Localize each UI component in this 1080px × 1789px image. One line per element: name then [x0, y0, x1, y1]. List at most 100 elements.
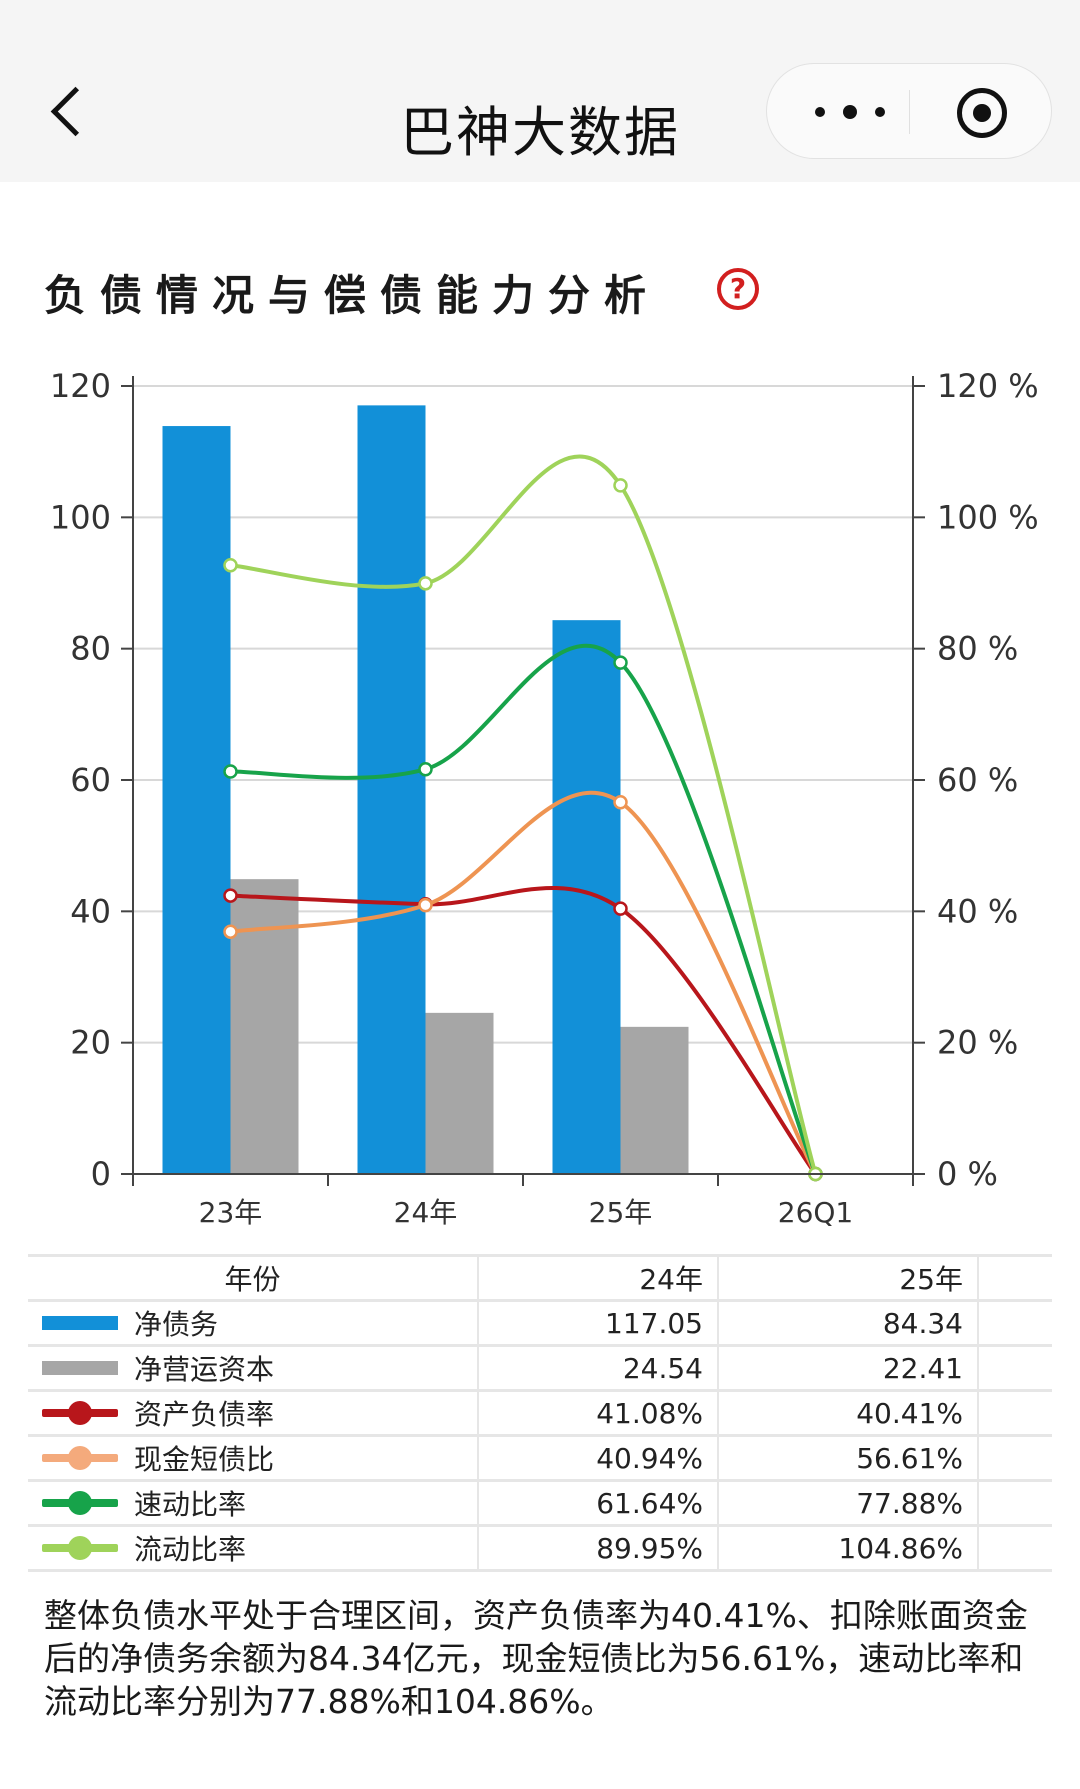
table-header-row: 年份 24年 25年: [28, 1254, 1052, 1302]
table-row: 现金短债比 40.94% 56.61%: [28, 1435, 1052, 1482]
table-row: 净债务 117.05 84.34: [28, 1300, 1052, 1347]
row-value-24: 89.95%: [478, 1525, 719, 1572]
row-pad: [978, 1435, 1052, 1482]
table-row: 流动比率 89.95% 104.86%: [28, 1525, 1052, 1572]
row-name-cell: 流动比率: [28, 1525, 479, 1572]
row-pad: [978, 1390, 1052, 1437]
y-right-tick-label: 40 %: [937, 892, 1018, 930]
y-right-tick-label: 0 %: [937, 1155, 998, 1193]
y-left-tick-label: 80: [70, 630, 111, 668]
y-right-tick-label: 80 %: [937, 630, 1018, 668]
series-line: [230, 886, 818, 1176]
series-line: [230, 454, 818, 1175]
mini-program-capsule: [766, 63, 1052, 159]
series-point: [223, 764, 238, 779]
nav-bar: 巴神大数据: [0, 16, 1080, 182]
series-point: [613, 655, 628, 670]
legend-swatch: [42, 1316, 118, 1330]
row-name-cell: 资产负债率: [28, 1390, 479, 1437]
row-value-25: 104.86%: [718, 1525, 979, 1572]
y-left-tick-label: 20: [70, 1024, 111, 1062]
row-value-24: 61.64%: [478, 1480, 719, 1527]
series-point: [223, 888, 238, 903]
series-point: [223, 924, 238, 939]
table-header-pad: [978, 1254, 1052, 1302]
row-value-24: 117.05: [478, 1300, 719, 1347]
y-right-tick-label: 120 %: [937, 367, 1039, 405]
y-left-tick-label: 120: [50, 367, 111, 405]
series-line: [230, 643, 818, 1175]
row-value-25: 77.88%: [718, 1480, 979, 1527]
series-point: [418, 897, 433, 913]
row-value-25: 40.41%: [718, 1390, 979, 1437]
table-header-col1: 24年: [478, 1254, 719, 1302]
row-value-25: 56.61%: [718, 1435, 979, 1482]
y-right-tick-label: 100 %: [937, 498, 1039, 536]
chart-lines: [223, 454, 823, 1182]
y-right-tick-label: 60 %: [937, 761, 1018, 799]
x-tick-label: 24年: [394, 1196, 458, 1229]
series-point: [223, 558, 238, 573]
bar: [230, 879, 299, 1174]
help-icon[interactable]: ?: [717, 268, 759, 310]
bar: [620, 1026, 689, 1174]
status-bar: [0, 0, 1080, 16]
debt-chart: 0 20 40 60 80 100 120 0 % 20 % 40 % 60 % 80 % 100 % 1…: [50, 367, 1039, 1229]
x-tick-label: 23年: [199, 1196, 263, 1229]
row-value-25: 22.41: [718, 1345, 979, 1392]
table-row: 速动比率 61.64% 77.88%: [28, 1480, 1052, 1527]
y-left-tick-label: 100: [50, 498, 111, 536]
series-point: [418, 761, 433, 777]
series-name: 速动比率: [134, 1488, 247, 1521]
y-left-tick-label: 0: [91, 1155, 111, 1193]
series-name: 净债务: [134, 1308, 219, 1341]
table-header-label: 年份: [28, 1254, 479, 1302]
chart-bars: [162, 405, 689, 1175]
chart-axes: 0 20 40 60 80 100 120 0 % 20 % 40 % 60 % 80 % 100 % 1…: [50, 367, 1039, 1229]
capsule-divider: [909, 90, 910, 134]
summary-text: 整体负债水平处于合理区间，资产负债率为40.41%、扣除账面资金后的净债务余额为…: [44, 1596, 1028, 1721]
series-name: 现金短债比: [134, 1443, 275, 1476]
row-pad: [978, 1300, 1052, 1347]
row-value-24: 24.54: [478, 1345, 719, 1392]
row-value-25: 84.34: [718, 1300, 979, 1347]
y-left-tick-label: 40: [70, 892, 111, 930]
table-row: 净营运资本 24.54 22.41: [28, 1345, 1052, 1392]
series-name: 流动比率: [134, 1533, 247, 1566]
data-table: 年份 24年 25年 净债务 117.05 84.34 净营运资本 24.54 22.41…: [28, 1254, 1052, 1572]
row-name-cell: 净债务: [28, 1300, 479, 1347]
legend-swatch: [42, 1361, 118, 1375]
y-right-tick-label: 20 %: [937, 1024, 1018, 1062]
bar: [162, 426, 231, 1175]
series-point: [613, 478, 628, 493]
row-name-cell: 速动比率: [28, 1480, 479, 1527]
series-name: 资产负债率: [134, 1398, 275, 1431]
section-title: 负债情况与偿债能力分析: [44, 271, 661, 320]
row-name-cell: 净营运资本: [28, 1345, 479, 1392]
row-value-24: 41.08%: [478, 1390, 719, 1437]
bar: [425, 1012, 494, 1174]
series-point: [418, 576, 433, 591]
table-row: 资产负债率 41.08% 40.41%: [28, 1390, 1052, 1437]
page-title: 巴神大数据: [400, 101, 680, 164]
legend-swatch: [42, 1536, 118, 1560]
more-icon[interactable]: [807, 94, 897, 130]
legend-swatch: [42, 1446, 118, 1470]
legend-swatch: [42, 1401, 118, 1425]
x-tick-label: 25年: [589, 1196, 653, 1229]
row-pad: [978, 1480, 1052, 1527]
table-header-col2: 25年: [718, 1254, 979, 1302]
row-value-24: 40.94%: [478, 1435, 719, 1482]
series-line: [230, 790, 818, 1175]
series-point: [613, 795, 628, 810]
legend-swatch: [42, 1491, 118, 1515]
bar: [357, 405, 426, 1174]
row-name-cell: 现金短债比: [28, 1435, 479, 1482]
row-pad: [978, 1345, 1052, 1392]
series-point: [613, 901, 628, 916]
x-tick-label: 26Q1: [778, 1196, 853, 1229]
row-pad: [978, 1525, 1052, 1572]
y-left-tick-label: 60: [70, 761, 111, 799]
close-program-icon[interactable]: [957, 88, 1007, 138]
bar: [552, 620, 621, 1174]
